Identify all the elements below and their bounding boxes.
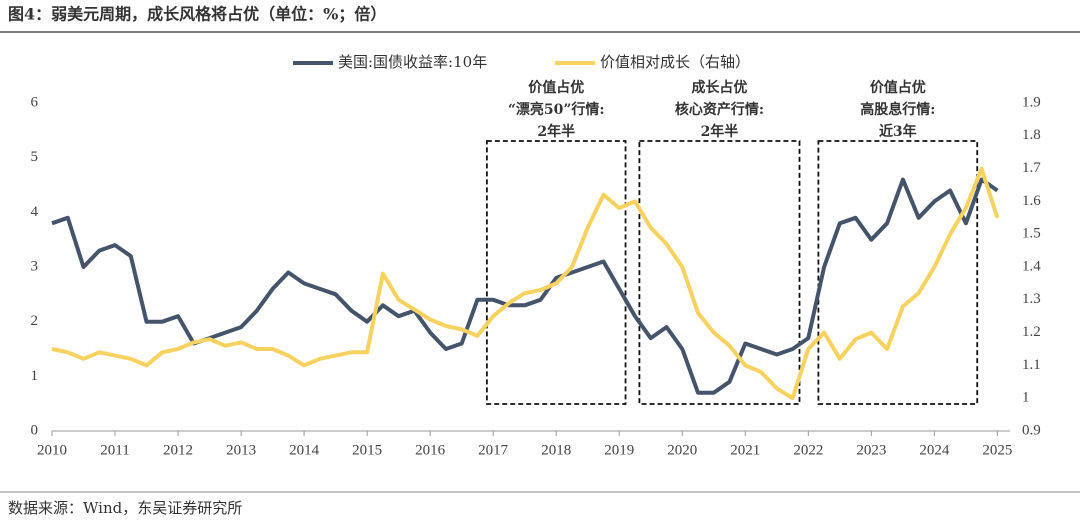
- y-tick-label: 6: [31, 94, 39, 110]
- y2-tick-label: 1.4: [1022, 258, 1041, 274]
- period-box: [485, 140, 627, 405]
- x-tick-label: 2023: [856, 442, 886, 458]
- y-tick-label: 1: [31, 368, 39, 384]
- period-label: 近3年: [879, 123, 917, 140]
- period-box: [638, 140, 801, 405]
- y2-tick-label: 1.6: [1022, 193, 1041, 209]
- series-line: [51, 166, 1000, 401]
- x-tick-label: 2018: [541, 442, 571, 458]
- period-label: 2年半: [701, 123, 739, 140]
- series-line: [51, 177, 999, 395]
- source-note: 数据来源：Wind，东吴证券研究所: [8, 499, 242, 517]
- x-tick-label: 2017: [478, 442, 509, 458]
- y2-tick-label: 1.8: [1022, 127, 1041, 143]
- chart-title: 图4：弱美元周期，成长风格将占优（单位：%；倍）: [8, 5, 386, 24]
- y2-tick-label: 1.3: [1022, 291, 1041, 307]
- x-tick-label: 2012: [163, 442, 193, 458]
- period-label: 价值占优: [528, 79, 584, 96]
- x-tick-label: 2013: [226, 442, 256, 458]
- y2-tick-label: 1.9: [1022, 94, 1041, 110]
- x-tick-label: 2025: [982, 442, 1012, 458]
- y2-tick-label: 1: [1022, 390, 1030, 406]
- y-tick-label: 0: [31, 422, 39, 438]
- legend-label: 价值相对成长（右轴）: [600, 53, 750, 71]
- period-label: 核心资产行情:: [675, 101, 764, 118]
- x-tick-label: 2015: [352, 442, 382, 458]
- legend-label: 美国:国债收益率:10年: [338, 53, 487, 71]
- x-tick-label: 2016: [415, 442, 446, 458]
- period-label: 高股息行情:: [860, 101, 935, 118]
- y2-tick-label: 1.1: [1022, 357, 1041, 373]
- y-tick-label: 2: [31, 313, 39, 329]
- y2-tick-label: 0.9: [1022, 422, 1041, 438]
- period-label: 成长占优: [691, 79, 747, 96]
- x-tick-label: 2019: [604, 442, 634, 458]
- x-tick-label: 2011: [100, 442, 129, 458]
- y-tick-label: 5: [31, 149, 39, 165]
- y-tick-label: 4: [31, 204, 39, 220]
- period-label: 价值占优: [870, 79, 926, 96]
- y-tick-label: 3: [31, 258, 39, 274]
- x-tick-label: 2020: [667, 442, 697, 458]
- y2-tick-label: 1.2: [1022, 324, 1041, 340]
- x-tick-label: 2022: [793, 442, 823, 458]
- x-tick-label: 2014: [289, 442, 320, 458]
- period-label: “漂亮50”行情:: [508, 101, 605, 118]
- period-label: 2年半: [537, 123, 575, 140]
- x-tick-label: 2021: [730, 442, 760, 458]
- y2-tick-label: 1.5: [1022, 226, 1041, 242]
- period-box: [817, 140, 979, 405]
- x-tick-label: 2024: [919, 442, 950, 458]
- x-tick-label: 2010: [37, 442, 67, 458]
- y2-tick-label: 1.7: [1022, 160, 1041, 176]
